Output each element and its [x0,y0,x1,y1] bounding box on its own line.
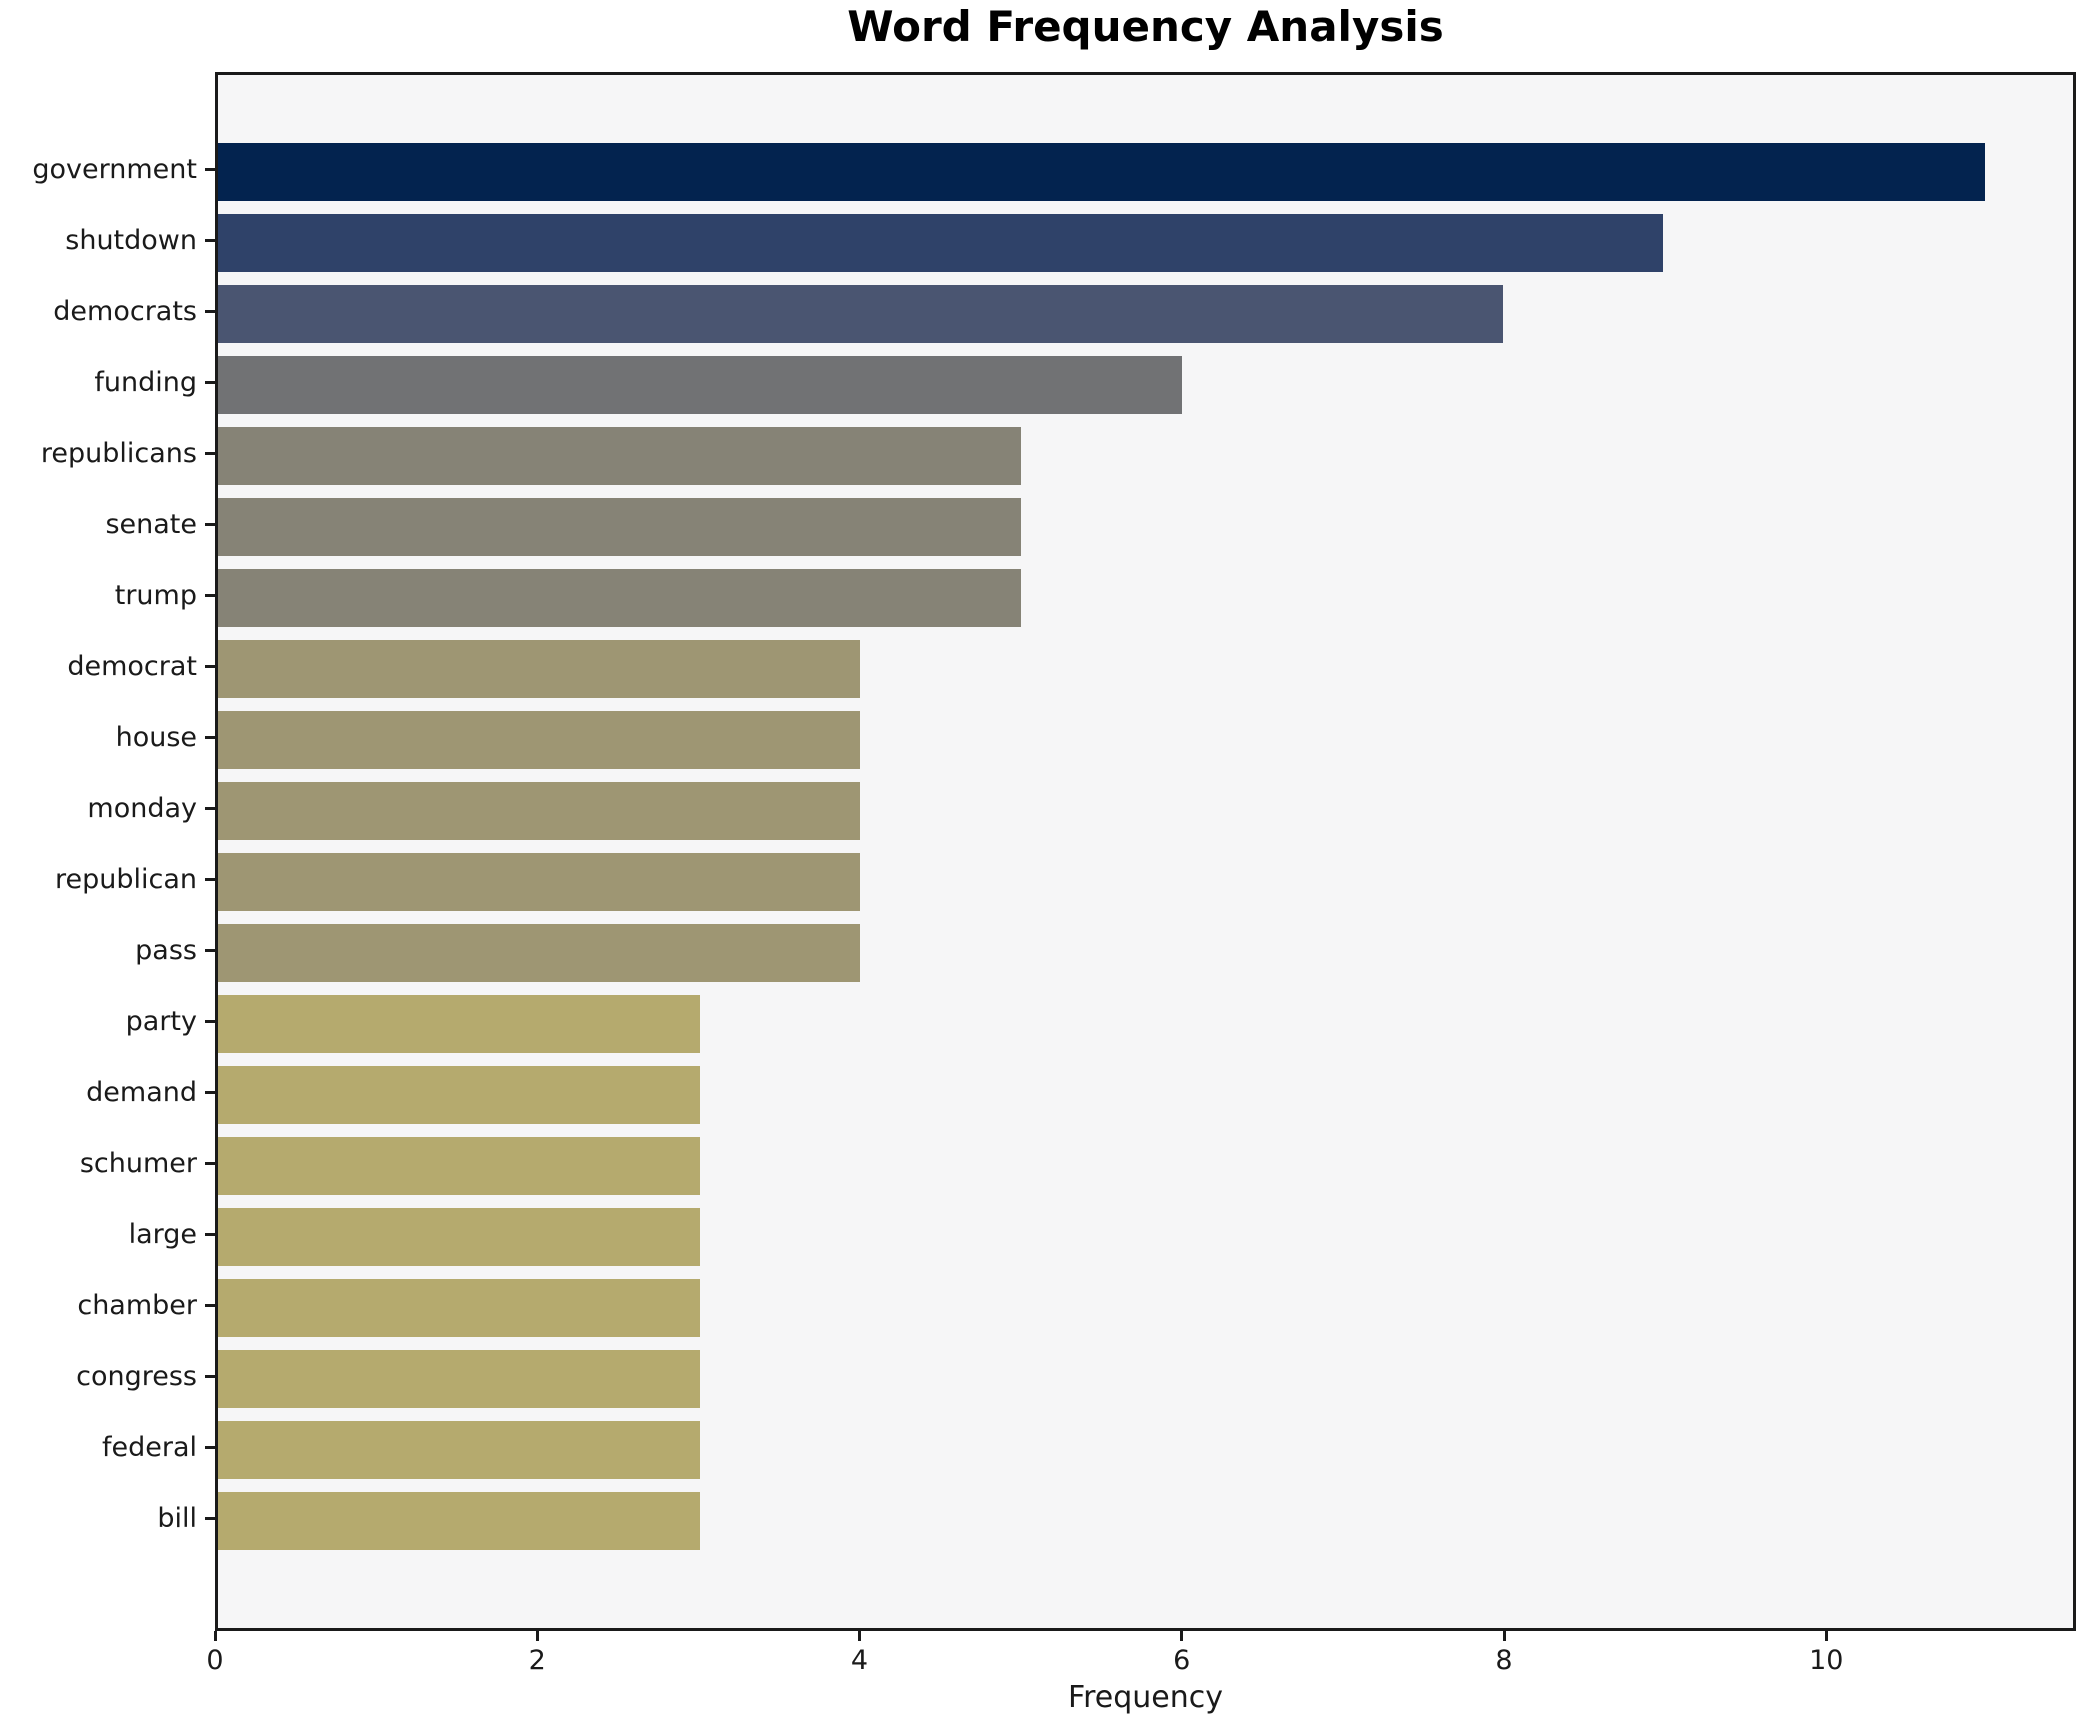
x-tick-label: 10 [1809,1645,1844,1676]
bar-schumer [218,1137,700,1195]
y-tick [205,310,215,313]
chart-title: Word Frequency Analysis [847,2,1444,51]
y-tick [205,381,215,384]
bar-row [218,208,2073,279]
bar-democrats [218,285,1503,343]
y-axis-label: republican [54,864,197,895]
bar-row [218,1060,2073,1131]
x-tick-label: 2 [528,1645,546,1676]
bar-republican [218,853,861,911]
y-axis-label: federal [101,1432,197,1463]
bar-trump [218,569,1022,627]
bar-row [218,137,2073,208]
bar-row [218,634,2073,705]
plot-area [215,72,2076,1631]
bar-senate [218,498,1022,556]
bar-shutdown [218,214,1664,272]
y-axis-label: democrat [67,651,197,682]
y-axis-label: funding [94,367,197,398]
y-tick [205,949,215,952]
bar-federal [218,1421,700,1479]
y-tick [205,594,215,597]
bar-government [218,143,1985,201]
bar-row [218,1415,2073,1486]
y-tick [205,1517,215,1520]
x-tick-label: 4 [850,1645,869,1676]
bar-row [218,776,2073,847]
y-tick [205,168,215,171]
y-axis-label: pass [135,935,197,966]
y-tick [205,1304,215,1307]
bar-row [218,1273,2073,1344]
y-tick [205,736,215,739]
bar-congress [218,1350,700,1408]
bar-row [218,1131,2073,1202]
y-tick [205,1162,215,1165]
y-axis-label: republicans [40,438,197,469]
bar-row [218,563,2073,634]
bars-container [218,137,2073,1557]
bar-monday [218,782,861,840]
y-axis-label: demand [86,1077,197,1108]
x-tick-label: 6 [1173,1645,1191,1676]
y-axis-label: congress [76,1361,197,1392]
y-tick [205,1091,215,1094]
x-tick [1502,1631,1506,1641]
bar-pass [218,924,861,982]
x-tick [858,1631,861,1641]
bar-row [218,492,2073,563]
bar-row [218,918,2073,989]
bar-house [218,711,861,769]
x-tick-label: 0 [206,1645,224,1676]
x-axis-label: Frequency [1068,1680,1223,1715]
x-tick [535,1631,539,1641]
y-axis-label: party [125,1006,197,1037]
bar-demand [218,1066,700,1124]
y-tick [205,1233,215,1236]
bar-row [218,705,2073,776]
bar-row [218,1486,2073,1557]
bar-party [218,995,700,1053]
y-axis-label: shutdown [65,225,197,256]
y-tick [205,452,215,455]
bar-row [218,847,2073,918]
y-tick [205,878,215,881]
bar-row [218,1202,2073,1273]
x-tick [213,1631,217,1641]
y-tick [205,807,215,810]
x-tick-label: 8 [1495,1645,1513,1676]
bar-bill [218,1492,700,1550]
y-axis-label: monday [87,793,197,824]
bar-row [218,279,2073,350]
y-axis-label: democrats [53,296,197,327]
y-tick [205,1446,215,1449]
y-axis-label: large [128,1219,197,1250]
bar-republicans [218,427,1022,485]
x-tick [1180,1631,1184,1641]
y-axis-label: bill [157,1503,197,1534]
x-tick [1824,1631,1828,1641]
y-axis-label: chamber [77,1290,197,1321]
y-tick [205,1375,215,1378]
y-axis-label: trump [114,580,197,611]
bar-large [218,1208,700,1266]
y-axis-label: government [32,154,197,185]
bar-chamber [218,1279,700,1337]
y-tick [205,665,215,668]
y-tick [205,1020,215,1023]
y-axis-label: schumer [79,1148,197,1179]
y-tick [205,239,215,242]
bar-row [218,989,2073,1060]
y-axis-label: house [115,722,197,753]
y-tick [205,523,215,526]
bar-funding [218,356,1182,414]
bar-row [218,1344,2073,1415]
bar-row [218,350,2073,421]
bar-democrat [218,640,861,698]
y-axis-label: senate [105,509,197,540]
bar-row [218,421,2073,492]
